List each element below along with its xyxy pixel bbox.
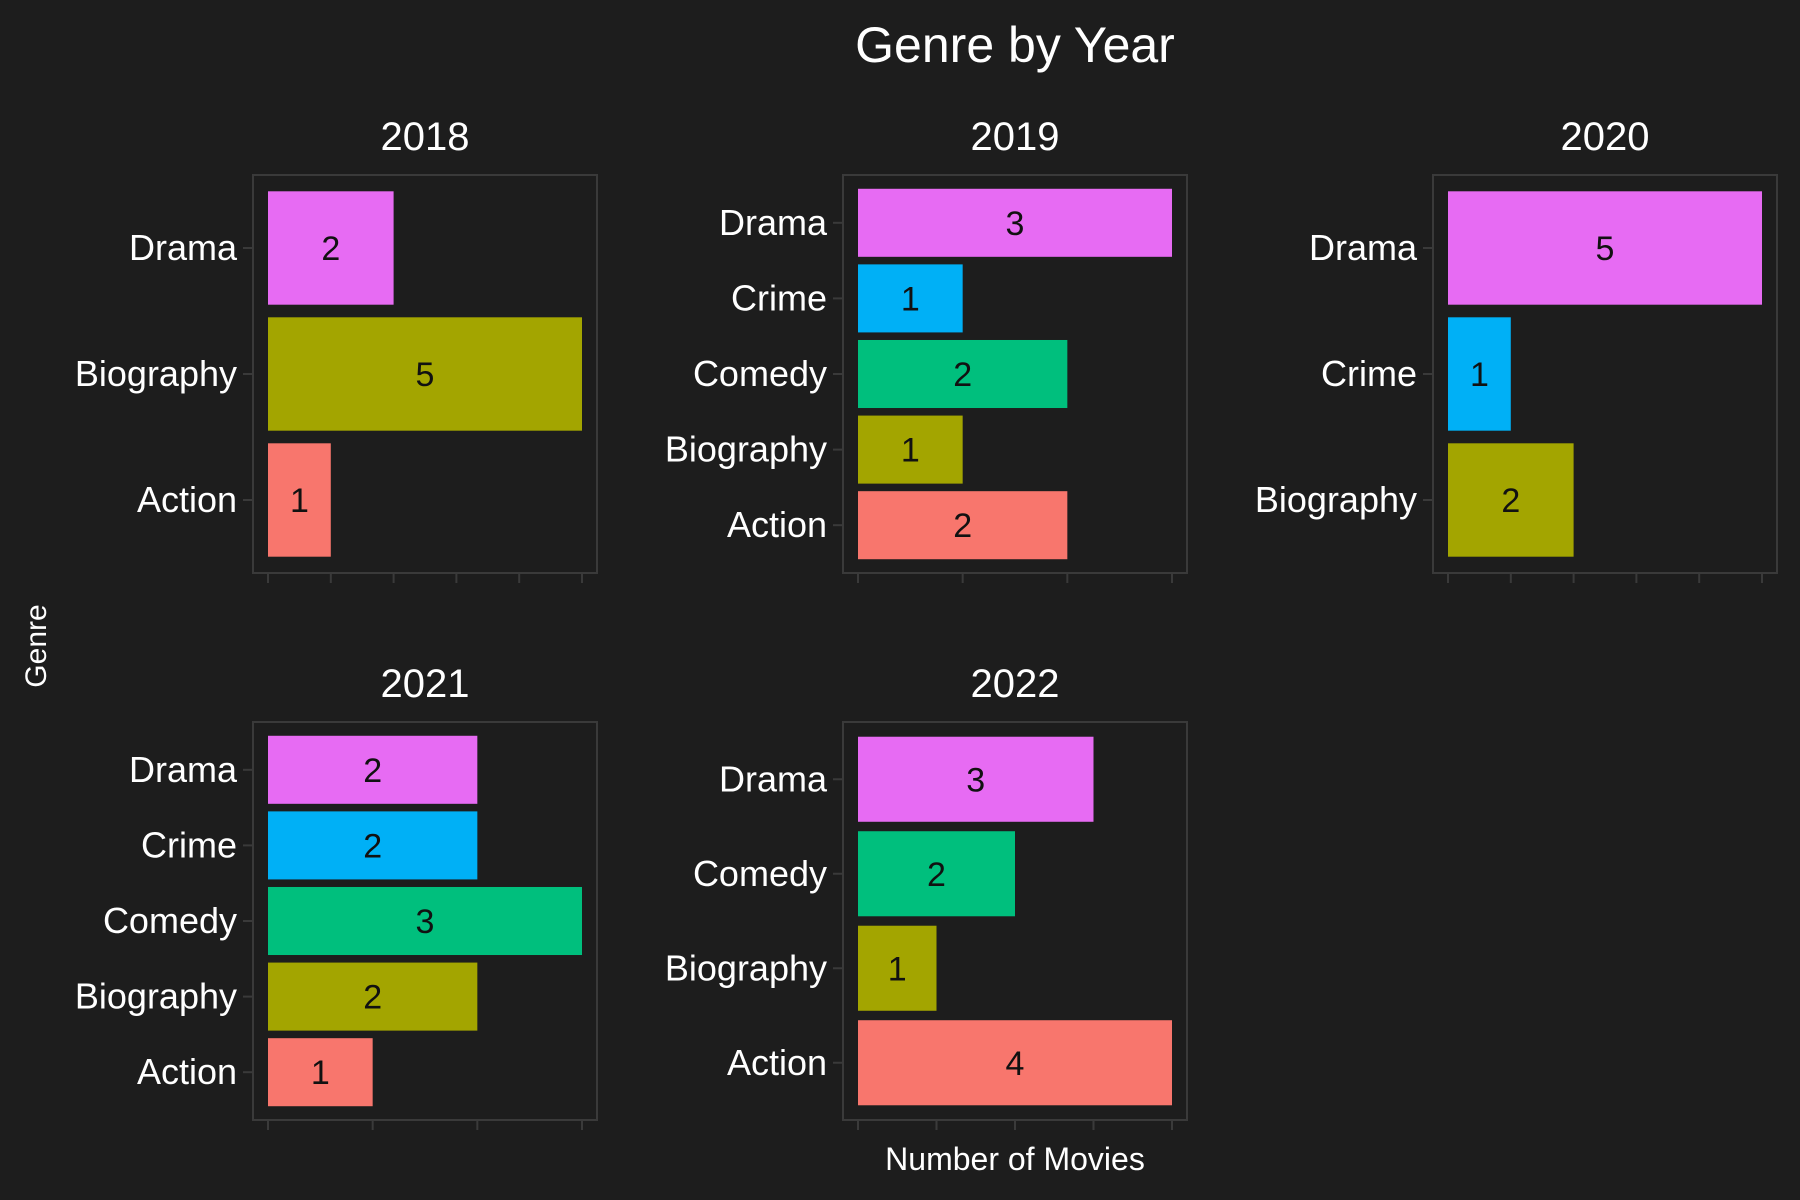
bar-biography xyxy=(858,415,963,484)
bar-comedy xyxy=(858,831,1015,917)
bar-drama xyxy=(858,188,1172,257)
y-tick-label: Biography xyxy=(665,947,827,988)
bar-value-label: 2 xyxy=(953,507,972,545)
bar-action xyxy=(858,1020,1172,1106)
facet-title: 2021 xyxy=(381,662,470,706)
y-axis-title: Genre xyxy=(20,604,53,687)
bar-value-label: 3 xyxy=(1006,205,1025,243)
facet-title: 2019 xyxy=(971,115,1060,159)
bar-biography xyxy=(268,317,582,431)
bar-value-label: 4 xyxy=(1006,1045,1025,1083)
bar-value-label: 5 xyxy=(416,356,435,394)
bar-value-label: 3 xyxy=(966,761,985,799)
y-tick-label: Drama xyxy=(129,749,238,790)
bar-value-label: 2 xyxy=(1501,482,1520,520)
y-tick-label: Biography xyxy=(1255,479,1417,520)
bar-drama xyxy=(268,735,478,804)
y-tick-label: Drama xyxy=(1309,227,1418,268)
bar-action xyxy=(268,443,331,557)
bar-drama xyxy=(1448,191,1762,305)
bar-action xyxy=(268,1038,373,1107)
y-tick-label: Crime xyxy=(141,824,237,865)
bar-value-label: 2 xyxy=(321,230,340,268)
bar-drama xyxy=(268,191,394,305)
bar-comedy xyxy=(858,339,1068,409)
bar-crime xyxy=(858,264,963,333)
y-tick-label: Comedy xyxy=(693,853,827,894)
bar-drama xyxy=(858,736,1094,822)
facet-title: 2018 xyxy=(381,115,470,159)
facet-panels: 2018 1 Action 5 Biography 2 Drama 2019 2 Action 1 B… xyxy=(75,115,1778,1130)
y-tick-label: Biography xyxy=(665,429,827,470)
bar-action xyxy=(858,491,1068,560)
y-tick-label: Biography xyxy=(75,353,237,394)
chart-title: Genre by Year xyxy=(855,17,1175,73)
bar-biography xyxy=(1448,443,1574,557)
bar-biography xyxy=(858,925,937,1011)
y-tick-label: Action xyxy=(137,1051,237,1092)
bar-value-label: 3 xyxy=(416,903,435,941)
x-axis-title: Number of Movies xyxy=(885,1141,1145,1177)
bar-crime xyxy=(268,811,478,880)
bar-value-label: 1 xyxy=(290,482,309,520)
y-tick-label: Crime xyxy=(1321,353,1417,394)
bar-value-label: 1 xyxy=(901,280,920,318)
facet-title: 2022 xyxy=(971,662,1060,706)
facet-panel-2022: 2022 4 Action 1 Biography 2 Comedy 3 Drama xyxy=(665,662,1188,1130)
bar-value-label: 2 xyxy=(927,856,946,894)
facet-panel-2019: 2019 2 Action 1 Biography 2 Comedy 1 Crime 3 Drama xyxy=(665,115,1188,583)
y-tick-label: Action xyxy=(727,1042,827,1083)
y-tick-label: Drama xyxy=(129,227,238,268)
y-tick-label: Comedy xyxy=(103,900,237,941)
bar-value-label: 1 xyxy=(901,432,920,470)
bar-comedy xyxy=(268,886,582,956)
y-tick-label: Drama xyxy=(719,758,828,799)
facet-panel-2021: 2021 1 Action 2 Biography 3 Comedy 2 Crime 2 Drama xyxy=(75,662,598,1130)
y-tick-label: Crime xyxy=(731,277,827,318)
facet-panel-2020: 2020 2 Biography 1 Crime 5 Drama xyxy=(1255,115,1778,583)
bar-crime xyxy=(1448,317,1511,431)
bar-biography xyxy=(268,962,478,1031)
bar-value-label: 2 xyxy=(953,356,972,394)
bar-value-label: 1 xyxy=(888,950,907,988)
facet-title: 2020 xyxy=(1561,115,1650,159)
bar-value-label: 1 xyxy=(311,1054,330,1092)
bar-value-label: 2 xyxy=(363,979,382,1017)
y-tick-label: Action xyxy=(727,504,827,545)
y-tick-label: Drama xyxy=(719,202,828,243)
bar-value-label: 1 xyxy=(1470,356,1489,394)
facet-panel-2018: 2018 1 Action 5 Biography 2 Drama xyxy=(75,115,598,583)
bar-value-label: 2 xyxy=(363,752,382,790)
bar-value-label: 2 xyxy=(363,827,382,865)
y-tick-label: Comedy xyxy=(693,353,827,394)
y-tick-label: Biography xyxy=(75,976,237,1017)
bar-value-label: 5 xyxy=(1596,230,1615,268)
y-tick-label: Action xyxy=(137,479,237,520)
